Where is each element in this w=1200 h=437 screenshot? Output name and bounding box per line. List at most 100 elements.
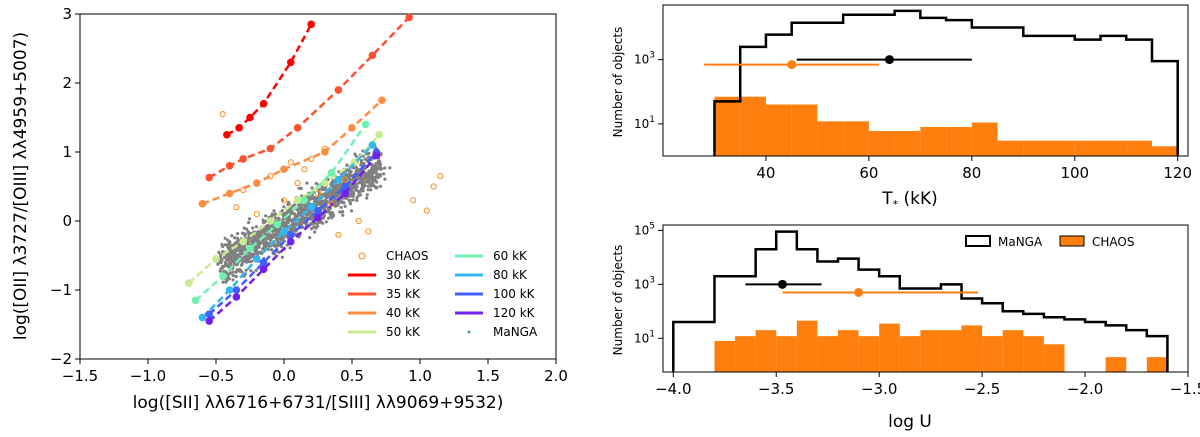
bpt-x-tick-label: 2.0 [544, 367, 568, 385]
manga-point [282, 212, 286, 216]
manga-point [313, 230, 317, 234]
series-marker [246, 244, 254, 253]
manga-point [229, 257, 233, 262]
series-marker [212, 255, 220, 263]
manga-point [230, 234, 234, 238]
tstar-label-main: T [881, 189, 893, 209]
chaos-bar [843, 121, 869, 156]
series-marker [314, 213, 322, 222]
manga-point [332, 214, 336, 218]
tstar-y-axis-label: Number of objects [611, 27, 625, 138]
chaos-point [355, 217, 362, 225]
manga-point [312, 200, 317, 204]
logu-panel: −4.0−3.5−3.0−2.5−2.0−1.5101103105 log U … [611, 221, 1200, 432]
manga-point [350, 190, 355, 194]
manga-point [264, 214, 268, 218]
manga-point [231, 278, 235, 282]
chaos-bar [838, 330, 859, 372]
manga-point [228, 240, 232, 244]
tstar-histograms [704, 9, 1179, 156]
manga-point [330, 210, 334, 214]
chaos-bar [899, 336, 921, 372]
bpt-x-tick-label: 1.0 [408, 367, 432, 385]
manga-point [352, 166, 356, 170]
manga-point [272, 209, 276, 213]
manga-point [276, 241, 280, 245]
legend-label: 80 kK [493, 268, 528, 282]
manga-point [330, 192, 334, 196]
legend-label: 60 kK [493, 249, 528, 263]
series-marker [239, 237, 247, 246]
manga-point [287, 219, 291, 223]
hist-y-tick-label-exp: 1 [649, 115, 655, 125]
series-marker [223, 130, 231, 139]
manga-point [312, 196, 316, 200]
bpt-axes-frame [79, 13, 557, 360]
manga-point [291, 211, 295, 215]
series-marker [293, 124, 302, 132]
logu-y-axis-label: Number of objects [611, 245, 625, 356]
chaos-bar [1105, 357, 1127, 372]
chaos-point [423, 207, 430, 214]
manga-point [314, 221, 319, 225]
manga-point [242, 226, 246, 230]
manga-point [329, 214, 333, 218]
manga-point [309, 211, 313, 215]
series-line [187, 133, 381, 285]
manga-point [374, 162, 378, 166]
manga-point [273, 212, 277, 216]
manga-point [353, 152, 357, 156]
manga-point [382, 172, 386, 176]
series-marker [185, 279, 193, 287]
manga-point [284, 234, 288, 238]
manga-point [281, 217, 285, 221]
manga-point [282, 222, 286, 226]
manga-point [236, 254, 240, 258]
chaos-point [365, 228, 372, 235]
manga-point [240, 252, 244, 256]
manga-point [360, 184, 364, 188]
manga-point [330, 189, 334, 193]
chaos-bar [971, 122, 998, 156]
series-marker [259, 258, 268, 267]
manga-point [270, 248, 274, 252]
legend-label: 100 kK [493, 287, 536, 301]
manga-point [225, 254, 229, 258]
hist-x-tick-label: 40 [756, 164, 775, 182]
hist-y-tick-label-base: 10 [634, 331, 649, 345]
chaos-bar [1043, 344, 1065, 372]
series-marker [259, 265, 268, 274]
manga-point [309, 227, 314, 231]
chaos-bar [868, 130, 895, 156]
manga-point [253, 235, 257, 239]
manga-point [369, 173, 374, 177]
series-marker [266, 144, 275, 153]
manga-step-outline [713, 9, 1179, 156]
series-marker [191, 296, 200, 305]
manga-point [277, 217, 281, 221]
tstar-x-axis-label: T* (kK) [881, 189, 938, 211]
manga-point [370, 178, 374, 182]
manga-point [359, 163, 363, 167]
manga-point [383, 177, 387, 181]
manga-point [305, 181, 309, 185]
manga-point [245, 227, 249, 231]
manga-point [238, 249, 243, 254]
manga-point [235, 240, 239, 244]
manga-point [330, 181, 334, 185]
manga-point [260, 241, 264, 245]
manga-point [275, 237, 279, 241]
legend-manga-label: MaNGA [998, 235, 1043, 249]
manga-point [308, 236, 312, 240]
manga-point [231, 252, 235, 256]
chaos-errorbar-point [854, 287, 864, 297]
manga-point [371, 182, 375, 187]
manga-point [262, 220, 266, 224]
manga-point [374, 175, 378, 179]
manga-point [372, 165, 376, 169]
manga-point [287, 208, 291, 212]
manga-point [255, 239, 259, 243]
bpt-y-tick-label: −2 [50, 350, 72, 368]
chaos-bar [997, 140, 1024, 156]
manga-point [379, 184, 383, 188]
